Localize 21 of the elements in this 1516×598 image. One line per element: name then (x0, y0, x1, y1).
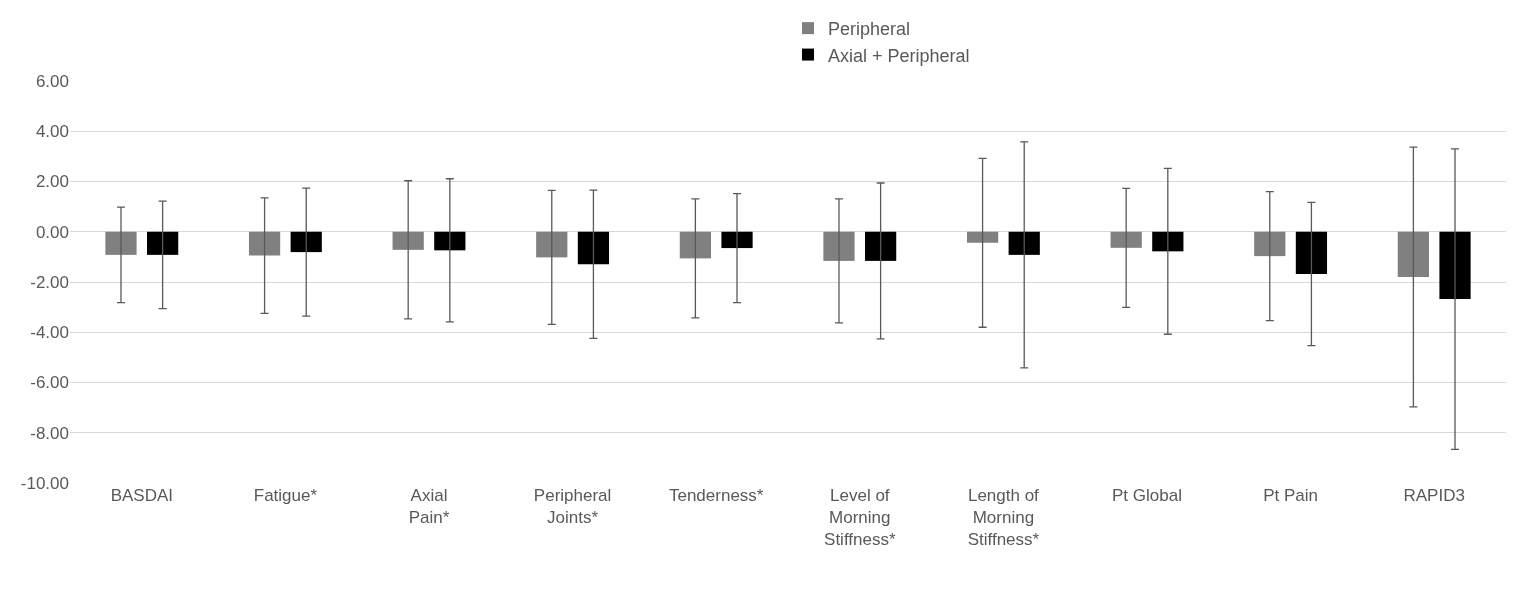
y-tick-label: -8.00 (30, 423, 69, 443)
legend-label: Axial + Peripheral (828, 45, 970, 66)
y-tick-label: 4.00 (35, 122, 69, 142)
legend-label: Peripheral (828, 19, 911, 40)
x-tick-label: BASDAI (110, 486, 173, 505)
y-tick-label: -10.00 (20, 473, 69, 493)
y-tick-label: 6.00 (35, 71, 69, 91)
y-tick-label: 0.00 (35, 222, 69, 242)
x-tick-label: Level of Morning Stiffness* (824, 486, 896, 550)
x-tick-label: Peripheral Joints* (533, 486, 612, 528)
x-tick-label: Tenderness* (668, 486, 764, 505)
x-tick-label: Fatigue* (253, 486, 318, 505)
y-tick-label: -4.00 (30, 323, 69, 343)
x-tick-label: Axial Pain* (408, 486, 450, 528)
x-tick-label: Pt Global (1112, 486, 1182, 505)
y-tick-label: -2.00 (30, 272, 69, 292)
x-tick-label: Pt Pain (1263, 486, 1319, 505)
x-tick-label: Length of Morning Stiffness* (967, 486, 1040, 550)
y-tick-label: 2.00 (35, 172, 69, 192)
x-tick-label: RAPID3 (1403, 486, 1465, 505)
y-tick-label: -6.00 (30, 373, 69, 393)
